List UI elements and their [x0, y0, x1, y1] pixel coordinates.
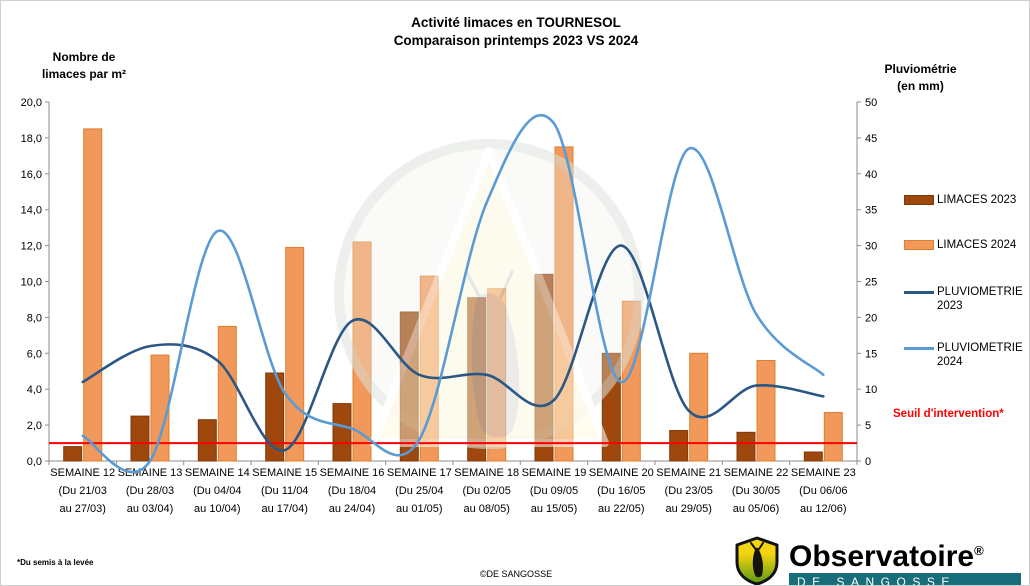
observatoire-logo: Observatoire® DE SANGOSSE — [731, 536, 1021, 585]
svg-text:15: 15 — [865, 348, 877, 360]
svg-text:4,0: 4,0 — [27, 384, 42, 396]
svg-text:au 10/04): au 10/04) — [194, 503, 240, 515]
svg-text:(Du 04/04: (Du 04/04 — [193, 485, 241, 497]
svg-text:30: 30 — [865, 241, 877, 253]
svg-text:5: 5 — [865, 420, 871, 432]
svg-text:35: 35 — [865, 205, 877, 217]
legend-item-pluviometrie-2024: PLUVIOMETRIE 2024 — [904, 341, 1028, 369]
svg-text:14,0: 14,0 — [21, 205, 42, 217]
legend-label: LIMACES 2023 — [937, 194, 1017, 206]
pluviometrie-2024-swatch-icon — [904, 347, 934, 350]
svg-text:SEMAINE 21: SEMAINE 21 — [656, 467, 721, 479]
svg-text:(Du 06/06: (Du 06/06 — [799, 485, 847, 497]
legend-label: LIMACES 2024 — [937, 239, 1017, 251]
svg-text:(Du 25/04: (Du 25/04 — [395, 485, 443, 497]
left-axis-ticks: 0,0 2,0 4,0 6,0 8,0 10,0 12,0 14,0 16,0 18,0 20,0 — [21, 97, 49, 468]
svg-text:20: 20 — [865, 312, 877, 324]
svg-text:au 08/05): au 08/05) — [463, 503, 509, 515]
svg-text:au 29/05): au 29/05) — [665, 503, 711, 515]
svg-text:SEMAINE 13: SEMAINE 13 — [118, 467, 183, 479]
svg-text:(Du 21/03: (Du 21/03 — [59, 485, 107, 497]
svg-text:SEMAINE 19: SEMAINE 19 — [522, 467, 587, 479]
svg-text:0: 0 — [865, 456, 871, 468]
limaces-2024-swatch-icon — [904, 240, 934, 250]
right-axis-title: Pluviométrie (en mm) — [884, 62, 957, 93]
svg-text:(Du 30/05: (Du 30/05 — [732, 485, 780, 497]
svg-text:au 01/05): au 01/05) — [396, 503, 442, 515]
line-pluviometrie-2024 — [81, 114, 825, 474]
svg-text:au 05/06): au 05/06) — [733, 503, 779, 515]
shield-slug-icon — [735, 536, 779, 585]
svg-text:16,0: 16,0 — [21, 169, 42, 181]
svg-text:45: 45 — [865, 133, 877, 145]
legend-item-limaces-2023: LIMACES 2023 — [904, 193, 1028, 207]
svg-text:10: 10 — [865, 384, 877, 396]
svg-text:(Du 11/04: (Du 11/04 — [261, 485, 309, 497]
svg-text:25: 25 — [865, 277, 877, 289]
chart-title: Activité limaces en TOURNESOL Comparaiso… — [1, 14, 1029, 50]
svg-text:au 03/04): au 03/04) — [127, 503, 173, 515]
svg-text:(Du 28/03: (Du 28/03 — [126, 485, 174, 497]
svg-text:10,0: 10,0 — [21, 277, 42, 289]
right-axis-ticks: 0 5 10 15 20 25 30 35 40 45 50 — [857, 97, 877, 468]
svg-text:(Du 23/05: (Du 23/05 — [665, 485, 713, 497]
axes — [48, 102, 858, 465]
svg-text:2,0: 2,0 — [27, 420, 42, 432]
limaces-2023-swatch-icon — [904, 195, 934, 205]
legend: LIMACES 2023 LIMACES 2024 PLUVIOMETRIE 2… — [904, 193, 1028, 369]
svg-text:au 27/03): au 27/03) — [59, 503, 105, 515]
svg-text:(Du 02/05: (Du 02/05 — [463, 485, 511, 497]
svg-text:40: 40 — [865, 169, 877, 181]
svg-text:6,0: 6,0 — [27, 348, 42, 360]
svg-text:SEMAINE 15: SEMAINE 15 — [252, 467, 317, 479]
svg-text:SEMAINE 14: SEMAINE 14 — [185, 467, 250, 479]
svg-text:SEMAINE 22: SEMAINE 22 — [724, 467, 789, 479]
left-axis-title: Nombre de limaces par m² — [41, 50, 127, 81]
svg-text:(Du 09/05: (Du 09/05 — [530, 485, 578, 497]
pluviometrie-2023-swatch-icon — [904, 291, 934, 294]
svg-text:au 12/06): au 12/06) — [800, 503, 846, 515]
registered-mark: ® — [974, 543, 984, 558]
svg-text:au 15/05): au 15/05) — [531, 503, 577, 515]
svg-text:SEMAINE 18: SEMAINE 18 — [454, 467, 519, 479]
legend-label: PLUVIOMETRIE 2024 — [937, 342, 1023, 368]
logo-name: Observatoire® — [789, 540, 984, 573]
logo-subtitle: DE SANGOSSE — [789, 573, 1021, 585]
svg-text:SEMAINE 16: SEMAINE 16 — [320, 467, 385, 479]
svg-text:(Du 18/04: (Du 18/04 — [328, 485, 376, 497]
svg-text:au 24/04): au 24/04) — [329, 503, 375, 515]
svg-text:18,0: 18,0 — [21, 133, 42, 145]
x-axis-labels: SEMAINE 12 (Du 21/03 au 27/03) SEMAINE 13 (D… — [50, 467, 855, 515]
svg-text:SEMAINE 20: SEMAINE 20 — [589, 467, 654, 479]
footnote: *Du semis à la levée — [17, 558, 94, 567]
line-pluviometrie-2023 — [81, 244, 825, 452]
legend-item-limaces-2024: LIMACES 2024 — [904, 238, 1028, 252]
threshold-label: Seuil d'intervention* — [893, 408, 1004, 420]
svg-text:SEMAINE 17: SEMAINE 17 — [387, 467, 452, 479]
svg-text:50: 50 — [865, 97, 877, 109]
svg-text:20,0: 20,0 — [21, 97, 42, 109]
chart-title-line2: Comparaison printemps 2023 VS 2024 — [393, 33, 639, 48]
svg-text:au 17/04): au 17/04) — [261, 503, 307, 515]
svg-text:SEMAINE 12: SEMAINE 12 — [50, 467, 115, 479]
legend-label: PLUVIOMETRIE 2023 — [937, 286, 1023, 312]
svg-text:0,0: 0,0 — [27, 456, 42, 468]
svg-text:12,0: 12,0 — [21, 241, 42, 253]
svg-text:(Du 16/05: (Du 16/05 — [597, 485, 645, 497]
copyright: ©DE SANGOSSE — [479, 569, 553, 579]
chart-title-line1: Activité limaces en TOURNESOL — [411, 15, 621, 30]
svg-text:8,0: 8,0 — [27, 312, 42, 324]
svg-text:SEMAINE 23: SEMAINE 23 — [791, 467, 856, 479]
legend-item-pluviometrie-2023: PLUVIOMETRIE 2023 — [904, 285, 1028, 313]
svg-text:au 22/05): au 22/05) — [598, 503, 644, 515]
